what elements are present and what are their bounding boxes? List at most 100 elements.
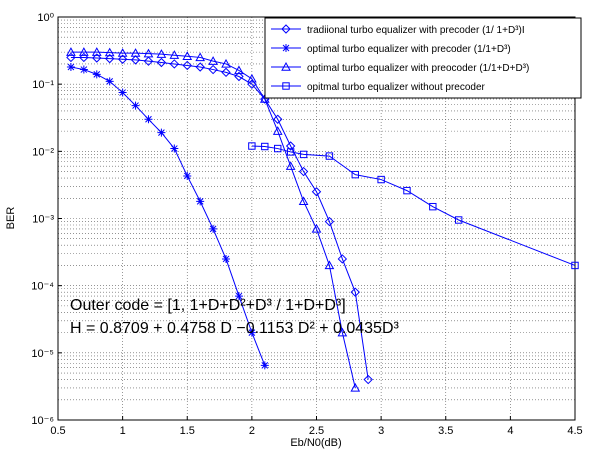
marker [325, 152, 334, 160]
marker [79, 52, 89, 63]
x-tick-label: 1.5 [180, 425, 195, 437]
series-line [70, 51, 356, 389]
marker [92, 53, 102, 63]
marker [66, 47, 76, 56]
marker [324, 260, 335, 270]
marker [273, 114, 283, 124]
marker [285, 161, 296, 170]
marker [169, 50, 180, 59]
marker [234, 292, 243, 301]
marker [130, 55, 141, 65]
marker [350, 287, 360, 297]
marker [324, 216, 335, 227]
marker [221, 58, 231, 68]
x-axis-label: Eb/N0(dB) [290, 437, 341, 449]
marker [130, 48, 141, 57]
marker [195, 62, 205, 72]
legend-label: optimal turbo equalizer with precoder (1… [307, 44, 511, 55]
marker [79, 65, 88, 74]
marker [311, 187, 322, 197]
marker [234, 65, 244, 75]
y-axis-label: BER [5, 207, 17, 230]
marker [104, 53, 115, 64]
legend-box [264, 17, 582, 99]
marker [377, 175, 385, 184]
marker [299, 150, 308, 159]
marker [403, 186, 411, 195]
marker [91, 47, 102, 56]
marker [169, 59, 180, 69]
x-tick-label: 0.5 [50, 425, 65, 437]
marker [182, 60, 192, 71]
marker [221, 67, 231, 78]
marker [117, 48, 128, 57]
marker [286, 148, 295, 156]
marker [454, 216, 463, 224]
legend-marker [281, 24, 291, 34]
marker [208, 56, 218, 65]
marker [261, 142, 269, 151]
x-tick-label: 2 [249, 425, 255, 437]
marker [285, 141, 296, 151]
y-tick-label: 10⁻⁵ [31, 348, 54, 360]
marker [66, 63, 75, 72]
legend-marker [282, 44, 290, 52]
annotation: H = 0.8709 + 0.4758 D −0.1153 D² + 0.043… [70, 320, 399, 337]
marker [351, 170, 359, 179]
marker [350, 382, 361, 392]
marker [183, 171, 192, 180]
x-tick-label: 4 [507, 425, 513, 437]
marker [222, 254, 231, 263]
annotation: Outer code = [1, 1+D+D²+D³ / 1+D+D³] [70, 297, 346, 314]
marker [363, 374, 373, 385]
marker [429, 202, 437, 211]
plot-frame [57, 16, 576, 421]
marker [337, 254, 348, 264]
y-tick-label: 10⁻³ [32, 214, 54, 226]
marker [337, 327, 348, 337]
marker [259, 94, 270, 103]
y-tick-label: 10⁻¹ [32, 79, 54, 91]
marker [260, 361, 269, 370]
marker [143, 48, 154, 58]
marker [247, 73, 257, 83]
marker [195, 52, 206, 62]
series-line [251, 145, 576, 266]
y-tick-label: 10⁻⁶ [31, 415, 54, 427]
marker [298, 196, 309, 206]
x-tick-label: 2.5 [309, 425, 324, 437]
marker [92, 70, 101, 79]
marker [156, 57, 167, 68]
marker [156, 49, 167, 58]
y-tick-label: 10⁰ [37, 12, 54, 24]
marker [170, 144, 179, 153]
marker [157, 128, 166, 137]
marker [208, 64, 218, 75]
marker [274, 144, 282, 153]
marker [79, 47, 89, 56]
marker [196, 197, 205, 206]
x-tick-label: 3 [378, 425, 384, 437]
legend-marker [282, 82, 290, 90]
marker [247, 328, 256, 337]
marker [298, 166, 309, 177]
legend-label: tradiional turbo equalizer with precoder… [307, 25, 525, 36]
series-line [70, 66, 266, 366]
marker [182, 51, 193, 60]
series-line [70, 56, 369, 380]
marker [131, 101, 140, 110]
marker [118, 88, 127, 97]
marker [248, 142, 256, 150]
marker [105, 77, 114, 86]
x-tick-label: 3.5 [438, 425, 453, 437]
x-tick-label: 4.5 [567, 425, 582, 437]
legend-label: opitmal turbo equalizer without precoder [307, 82, 486, 93]
x-tick-label: 1 [120, 425, 126, 437]
marker [272, 126, 283, 135]
y-tick-label: 10⁻⁴ [31, 281, 54, 293]
marker [209, 224, 218, 233]
marker [234, 71, 244, 82]
legend-label: optimal turbo equalizer with preocoder (… [307, 63, 529, 74]
marker [66, 52, 76, 63]
marker [311, 223, 322, 233]
